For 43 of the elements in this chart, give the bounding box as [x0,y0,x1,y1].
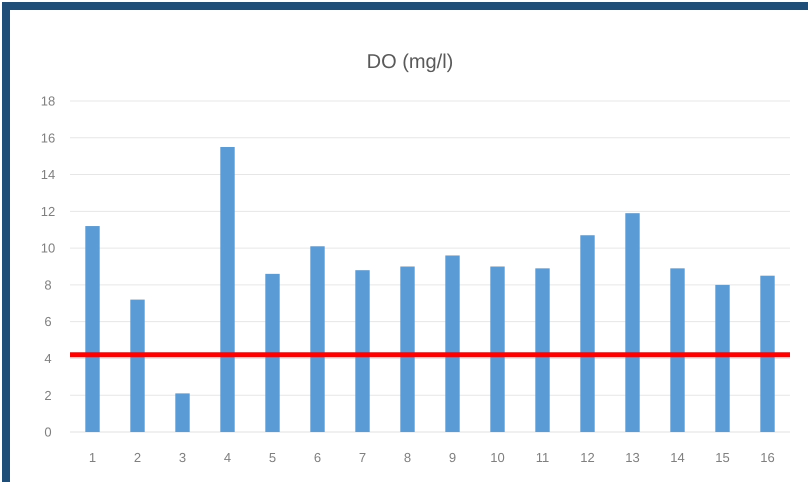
x-tick-label: 16 [760,450,775,465]
bar [490,266,505,432]
x-tick-label: 9 [448,450,456,465]
y-tick-label: 14 [40,167,56,182]
x-tick-label: 1 [88,450,96,465]
y-tick-label: 4 [44,350,52,366]
bar [670,268,685,432]
y-tick-label: 0 [44,424,52,440]
x-tick-label: 10 [490,450,505,465]
x-tick-label: 15 [715,450,730,465]
y-tick-label: 2 [44,388,52,403]
x-tick-label: 14 [670,450,685,465]
bar [265,274,280,432]
bar [445,255,460,432]
x-tick-label: 6 [314,450,322,465]
x-tick-label: 3 [178,450,186,465]
x-tick-label: 13 [625,450,640,465]
x-tick-label: 4 [224,450,232,465]
bar [130,300,145,432]
y-tick-label: 16 [40,130,56,146]
bar [580,235,595,432]
chart-title: DO (mg/l) [366,51,454,73]
y-tick-label: 10 [40,240,56,256]
x-tick-label: 12 [580,450,595,465]
bar [625,213,640,432]
x-tick-label: 11 [536,450,550,465]
x-tick-label: 2 [134,450,142,465]
bar [175,393,190,432]
bar [355,270,370,432]
y-tick-label: 8 [44,277,52,292]
y-tick-label: 18 [40,94,56,109]
x-tick-label: 8 [404,450,412,465]
bar [535,268,550,432]
y-tick-label: 12 [40,204,56,219]
bar [220,146,235,432]
x-tick-label: 7 [358,450,366,465]
bar [85,226,100,432]
bar [715,284,730,432]
bar [310,246,325,432]
bar [400,266,415,432]
y-tick-label: 6 [44,314,52,330]
bar [760,276,775,432]
x-tick-label: 5 [268,450,276,465]
